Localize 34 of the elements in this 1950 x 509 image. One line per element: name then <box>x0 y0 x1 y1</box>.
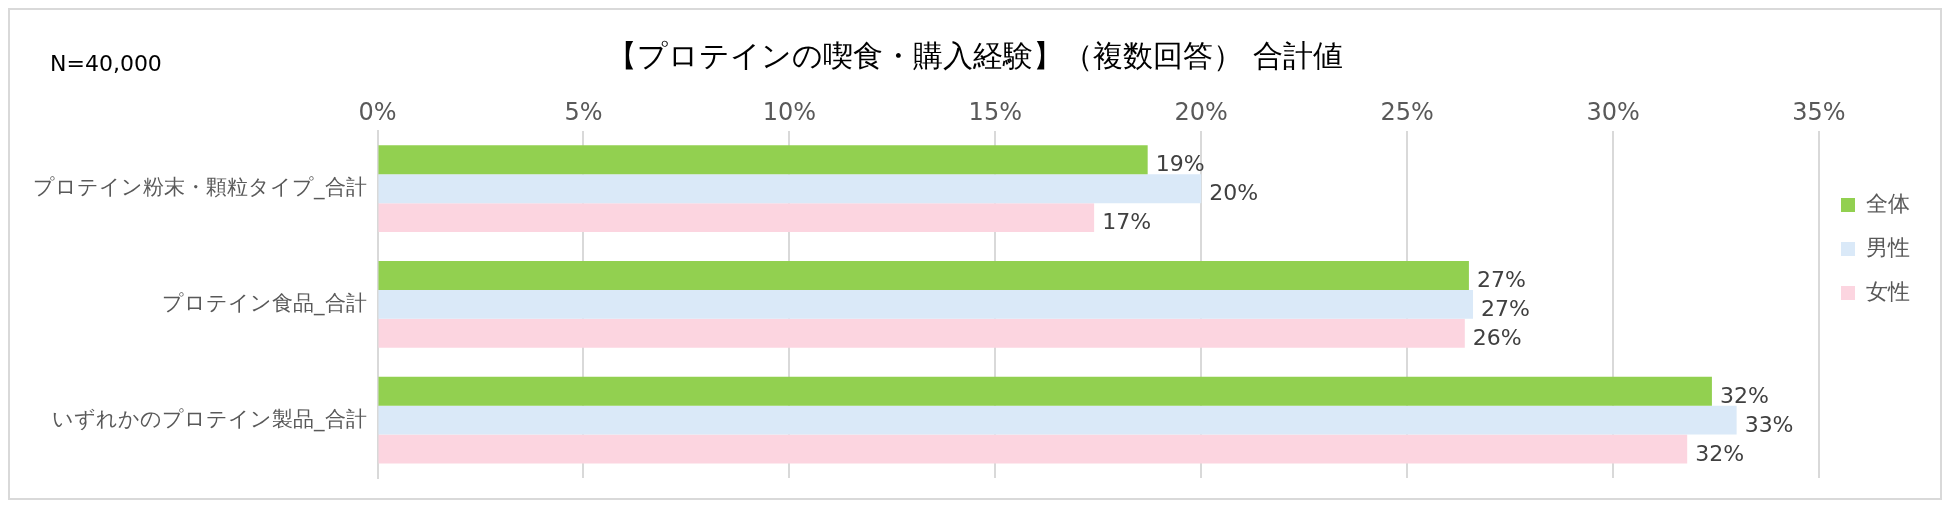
x-tick-label: 25% <box>1380 97 1434 126</box>
x-tick-label: 5% <box>564 97 603 126</box>
text: N=40,000 <box>50 50 162 76</box>
data-label: 26% <box>1472 325 1522 351</box>
bar <box>378 405 1737 435</box>
x-tick-label: 15% <box>968 97 1022 126</box>
y-tick-label: プロテイン粉末・顆粒タイプ_合計 <box>33 175 367 201</box>
bar <box>378 145 1148 175</box>
bar <box>378 434 1688 464</box>
data-label: 17% <box>1102 209 1152 235</box>
bar <box>378 203 1095 233</box>
legend-label: 女性 <box>1866 278 1910 304</box>
data-label: 32% <box>1719 382 1769 408</box>
x-tick-label: 20% <box>1174 97 1228 126</box>
data-label: 20% <box>1209 180 1259 206</box>
x-tick-label: 0% <box>358 97 397 126</box>
data-label: 27% <box>1476 267 1526 293</box>
data-label: 27% <box>1481 296 1530 322</box>
legend-label: 全体 <box>1866 190 1910 216</box>
bar <box>378 289 1474 319</box>
y-tick-label: プロテイン食品_合計 <box>162 290 367 316</box>
data-label: 19% <box>1155 151 1205 177</box>
bar <box>378 318 1465 348</box>
x-tick-label: 10% <box>762 97 817 126</box>
y-tick-label: いずれかのプロテイン製品_合計 <box>52 406 367 432</box>
legend-label: 男性 <box>1866 234 1910 260</box>
bar <box>378 376 1712 406</box>
bar <box>378 174 1202 204</box>
x-tick-label: 30% <box>1586 97 1640 126</box>
data-label: 32% <box>1695 440 1745 466</box>
chart-title: 【プロテインの喫食・購入経験】（複数回答） 合計値 <box>607 37 1343 73</box>
data-label: 33% <box>1744 411 1794 437</box>
x-tick-label: 35% <box>1792 97 1846 126</box>
bar <box>378 261 1469 290</box>
